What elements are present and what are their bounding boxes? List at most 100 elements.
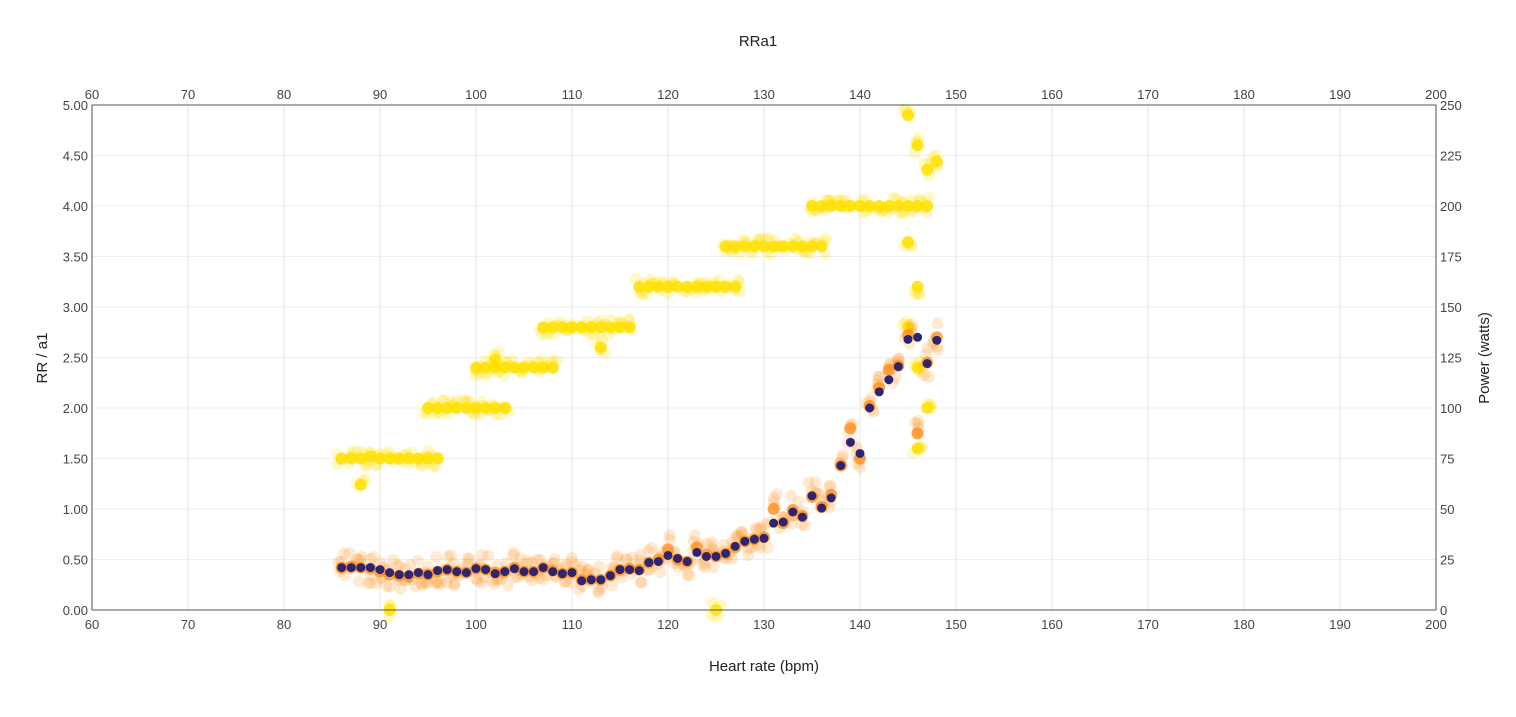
rr-point-halo: [367, 551, 380, 564]
rr-point-halo: [683, 569, 696, 582]
power-point: [479, 361, 492, 374]
rr-avg-point: [605, 571, 615, 581]
power-point: [806, 200, 818, 212]
power-point: [681, 280, 694, 293]
y-tick-label: 4.50: [63, 149, 88, 164]
rr-avg-point: [913, 332, 923, 342]
y2-tick-label: 150: [1440, 300, 1462, 315]
rr-point-halo: [742, 549, 755, 562]
rr-avg-point: [874, 387, 884, 397]
rr-point-halo: [681, 568, 694, 581]
rr-point-halo: [645, 542, 658, 555]
x-tick-label-bottom: 150: [945, 617, 967, 632]
rr-point-halo: [735, 525, 748, 538]
rr-point-halo: [475, 576, 488, 589]
rr-avg-point: [577, 576, 587, 586]
rr-point-halo: [754, 541, 767, 554]
rr-point-halo: [823, 479, 836, 492]
rr-avg-point: [433, 566, 443, 576]
power-point: [863, 200, 876, 212]
rr-avg-point: [567, 568, 577, 578]
rr-point-halo: [706, 541, 719, 554]
rr-point-halo: [470, 572, 483, 585]
x-tick-label-bottom: 70: [181, 617, 195, 632]
power-point: [911, 442, 924, 455]
rr-point-halo: [566, 555, 579, 568]
power-point: [700, 280, 713, 293]
rr-avg-point: [807, 491, 817, 501]
rr-avg-point: [759, 533, 769, 543]
rr-point-halo: [854, 461, 867, 474]
rr-point-halo: [799, 519, 812, 532]
rr-avg-point: [337, 563, 347, 573]
rr-point-halo: [610, 551, 623, 564]
power-point: [710, 280, 722, 293]
rr-point-halo: [921, 342, 934, 355]
power-point: [508, 361, 521, 374]
rr-point-halo: [565, 551, 578, 564]
power-point: [393, 452, 406, 465]
rr-point-halo: [434, 577, 447, 590]
power-point: [633, 280, 646, 293]
power-point: [748, 240, 761, 253]
rr-avg-point: [893, 362, 903, 372]
rr-avg-point: [596, 575, 606, 585]
rr-point-halo: [394, 582, 407, 595]
y2-tick-label: 200: [1440, 199, 1462, 214]
rr-point-halo: [809, 475, 822, 488]
rr-point-halo: [911, 414, 924, 427]
rr-point-halo: [514, 552, 527, 565]
rr-avg-point: [730, 541, 740, 551]
grid: [91, 104, 1437, 611]
rr-point-halo: [482, 549, 495, 562]
x-tick-label-bottom: 170: [1137, 617, 1159, 632]
x-tick-label-bottom: 190: [1329, 617, 1351, 632]
rr-avg-point: [481, 565, 491, 575]
rr-avg-point: [423, 570, 433, 580]
rr-avg-point: [634, 566, 644, 576]
rr-point-halo: [525, 574, 538, 587]
rr-point-halo: [352, 575, 365, 588]
power-point: [585, 321, 598, 334]
rr-point-halo: [792, 495, 805, 508]
rr-avg-point: [548, 567, 558, 577]
rr-point-halo: [931, 317, 944, 330]
rr-point-halo: [918, 369, 931, 382]
rr-avg-point: [826, 493, 836, 503]
rr-point-halo: [343, 546, 356, 559]
rr-avg-point: [356, 563, 366, 573]
power-point: [383, 452, 396, 465]
rr-point-halo: [391, 559, 404, 572]
rr-avg-point: [461, 568, 471, 578]
rr-point-halo: [364, 576, 377, 589]
rr-a1-avg-series: [337, 332, 942, 586]
x-axis-label: Heart rate (bpm): [709, 658, 819, 675]
rr-point-halo: [393, 560, 406, 573]
rr-avg-point: [932, 335, 942, 345]
x-tick-label-bottom: 60: [85, 617, 99, 632]
power-point: [431, 452, 444, 465]
rr-avg-point: [509, 564, 519, 574]
rr-point-halo: [729, 531, 742, 544]
power-point: [354, 452, 367, 465]
y-axis-label: RR / a1: [34, 333, 51, 384]
power-point: [575, 321, 588, 334]
rr-avg-point: [673, 553, 683, 563]
rr-point-halo: [507, 546, 520, 559]
rr-point-halo: [770, 488, 783, 501]
rr-avg-point: [442, 565, 452, 575]
rr-point-halo: [463, 553, 476, 566]
x-tick-label-top: 170: [1137, 87, 1159, 102]
y-tick-label: 1.00: [63, 502, 88, 517]
rr-avg-point: [845, 437, 855, 447]
rr-point: [911, 427, 924, 440]
rr-point-halo: [502, 579, 515, 592]
rr-point-halo: [411, 554, 424, 567]
power-point: [546, 321, 559, 334]
power-point: [690, 280, 703, 293]
power-point: [374, 452, 386, 465]
rr-point-halo: [559, 558, 572, 571]
rr-point: [882, 363, 895, 376]
